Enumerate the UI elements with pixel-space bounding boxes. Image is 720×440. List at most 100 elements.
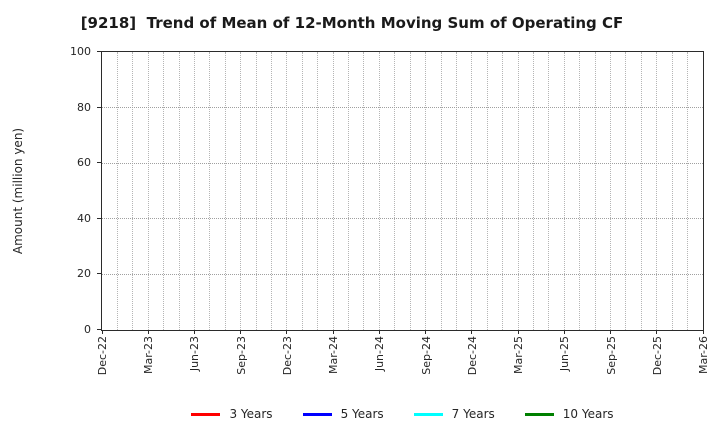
vertical-gridline bbox=[348, 52, 350, 330]
horizontal-gridline bbox=[102, 162, 703, 164]
vertical-gridline bbox=[332, 52, 334, 330]
x-tick-mark bbox=[702, 330, 704, 334]
vertical-gridline bbox=[579, 52, 581, 330]
vertical-gridline bbox=[255, 52, 257, 330]
vertical-gridline bbox=[425, 52, 427, 330]
y-tick-label: 0 bbox=[84, 323, 91, 336]
legend-label: 5 Years bbox=[340, 407, 384, 421]
vertical-gridline bbox=[517, 52, 519, 330]
y-tick-mark bbox=[97, 329, 101, 330]
x-tick-mark bbox=[610, 330, 612, 334]
x-tick-label: Jun-23 bbox=[188, 336, 202, 372]
plot-area bbox=[101, 51, 704, 331]
x-tick-label: Sep-23 bbox=[234, 336, 248, 375]
x-tick-label: Sep-25 bbox=[604, 336, 618, 375]
vertical-gridline bbox=[532, 52, 534, 330]
legend-item-10-years: 10 Years bbox=[524, 407, 614, 421]
vertical-gridline bbox=[440, 52, 442, 330]
y-tick-mark bbox=[97, 273, 101, 275]
legend-line-swatch bbox=[524, 412, 554, 416]
vertical-gridline bbox=[178, 52, 180, 330]
vertical-gridline bbox=[193, 52, 195, 330]
y-tick-label: 20 bbox=[77, 267, 91, 281]
x-tick-label: Mar-24 bbox=[327, 336, 341, 375]
legend-line-swatch bbox=[302, 412, 332, 416]
vertical-gridline bbox=[240, 52, 242, 330]
vertical-gridline bbox=[502, 52, 504, 330]
vertical-gridline bbox=[671, 52, 673, 330]
legend-label: 3 Years bbox=[229, 407, 273, 421]
x-tick-label: Mar-25 bbox=[512, 336, 526, 375]
y-tick-label: 40 bbox=[77, 211, 91, 225]
y-tick-mark bbox=[97, 51, 101, 52]
vertical-gridline bbox=[147, 52, 149, 330]
x-tick-mark bbox=[656, 330, 658, 334]
x-tick-label: Dec-24 bbox=[465, 336, 479, 376]
y-axis-label-text: Amount (million yen) bbox=[11, 127, 25, 255]
x-tick-label: Mar-26 bbox=[697, 336, 710, 375]
vertical-gridline bbox=[455, 52, 457, 330]
vertical-gridline bbox=[363, 52, 365, 330]
x-tick-label: Jun-24 bbox=[373, 336, 387, 372]
vertical-gridline bbox=[271, 52, 272, 330]
chart-title: [9218] Trend of Mean of 12-Month Moving … bbox=[80, 14, 624, 32]
y-tick-mark bbox=[97, 217, 101, 219]
x-tick-mark bbox=[425, 330, 427, 334]
vertical-gridline bbox=[224, 52, 226, 330]
vertical-gridline bbox=[116, 52, 118, 330]
x-tick-label: Jun-25 bbox=[558, 336, 572, 372]
legend: 3 Years 5 Years 7 Years 10 Years bbox=[101, 403, 704, 425]
x-tick-mark bbox=[101, 330, 103, 334]
vertical-gridline bbox=[548, 52, 550, 330]
legend-item-3-years: 3 Years bbox=[191, 407, 273, 421]
vertical-gridline bbox=[317, 52, 319, 330]
vertical-gridline bbox=[610, 52, 612, 330]
legend-item-7-years: 7 Years bbox=[413, 407, 495, 421]
legend-line-swatch bbox=[413, 412, 443, 416]
horizontal-gridline bbox=[102, 107, 703, 109]
y-tick-label: 100 bbox=[70, 45, 91, 58]
legend-line-swatch bbox=[191, 412, 221, 416]
vertical-gridline bbox=[625, 52, 627, 330]
x-tick-mark bbox=[378, 330, 380, 334]
x-tick-mark bbox=[240, 330, 242, 334]
horizontal-gridline bbox=[102, 218, 703, 220]
vertical-gridline bbox=[640, 52, 642, 330]
vertical-gridline bbox=[301, 52, 303, 330]
y-tick-mark bbox=[97, 106, 101, 108]
vertical-gridline bbox=[563, 52, 565, 330]
vertical-gridline bbox=[594, 52, 596, 330]
vertical-gridline bbox=[687, 52, 689, 330]
x-tick-mark bbox=[147, 330, 149, 334]
legend-item-5-years: 5 Years bbox=[302, 407, 384, 421]
vertical-gridline bbox=[378, 52, 380, 330]
legend-label: 10 Years bbox=[562, 407, 614, 421]
vertical-gridline bbox=[132, 52, 134, 330]
vertical-gridline bbox=[394, 52, 396, 330]
vertical-gridline bbox=[286, 52, 288, 330]
x-tick-mark bbox=[517, 330, 519, 334]
y-tick-label: 60 bbox=[77, 156, 91, 170]
x-tick-mark bbox=[332, 330, 334, 334]
horizontal-gridline bbox=[102, 273, 703, 275]
x-tick-mark bbox=[471, 330, 473, 334]
x-tick-label: Sep-24 bbox=[419, 336, 433, 375]
x-tick-label: Dec-22 bbox=[96, 336, 109, 376]
x-tick-label: Dec-25 bbox=[650, 336, 664, 376]
vertical-gridline bbox=[409, 52, 411, 330]
vertical-gridline bbox=[163, 52, 165, 330]
vertical-gridline bbox=[486, 52, 488, 330]
legend-label: 7 Years bbox=[451, 407, 495, 421]
vertical-gridline bbox=[656, 52, 658, 330]
vertical-gridline bbox=[471, 52, 473, 330]
x-tick-mark bbox=[193, 330, 195, 334]
x-tick-label: Dec-23 bbox=[280, 336, 294, 376]
x-tick-label: Mar-23 bbox=[142, 336, 156, 375]
vertical-gridline bbox=[209, 52, 211, 330]
y-tick-mark bbox=[97, 162, 101, 164]
y-tick-label: 80 bbox=[77, 100, 91, 114]
x-tick-mark bbox=[563, 330, 565, 334]
x-tick-mark bbox=[286, 330, 288, 334]
y-axis-label: Amount (million yen) bbox=[0, 51, 36, 331]
